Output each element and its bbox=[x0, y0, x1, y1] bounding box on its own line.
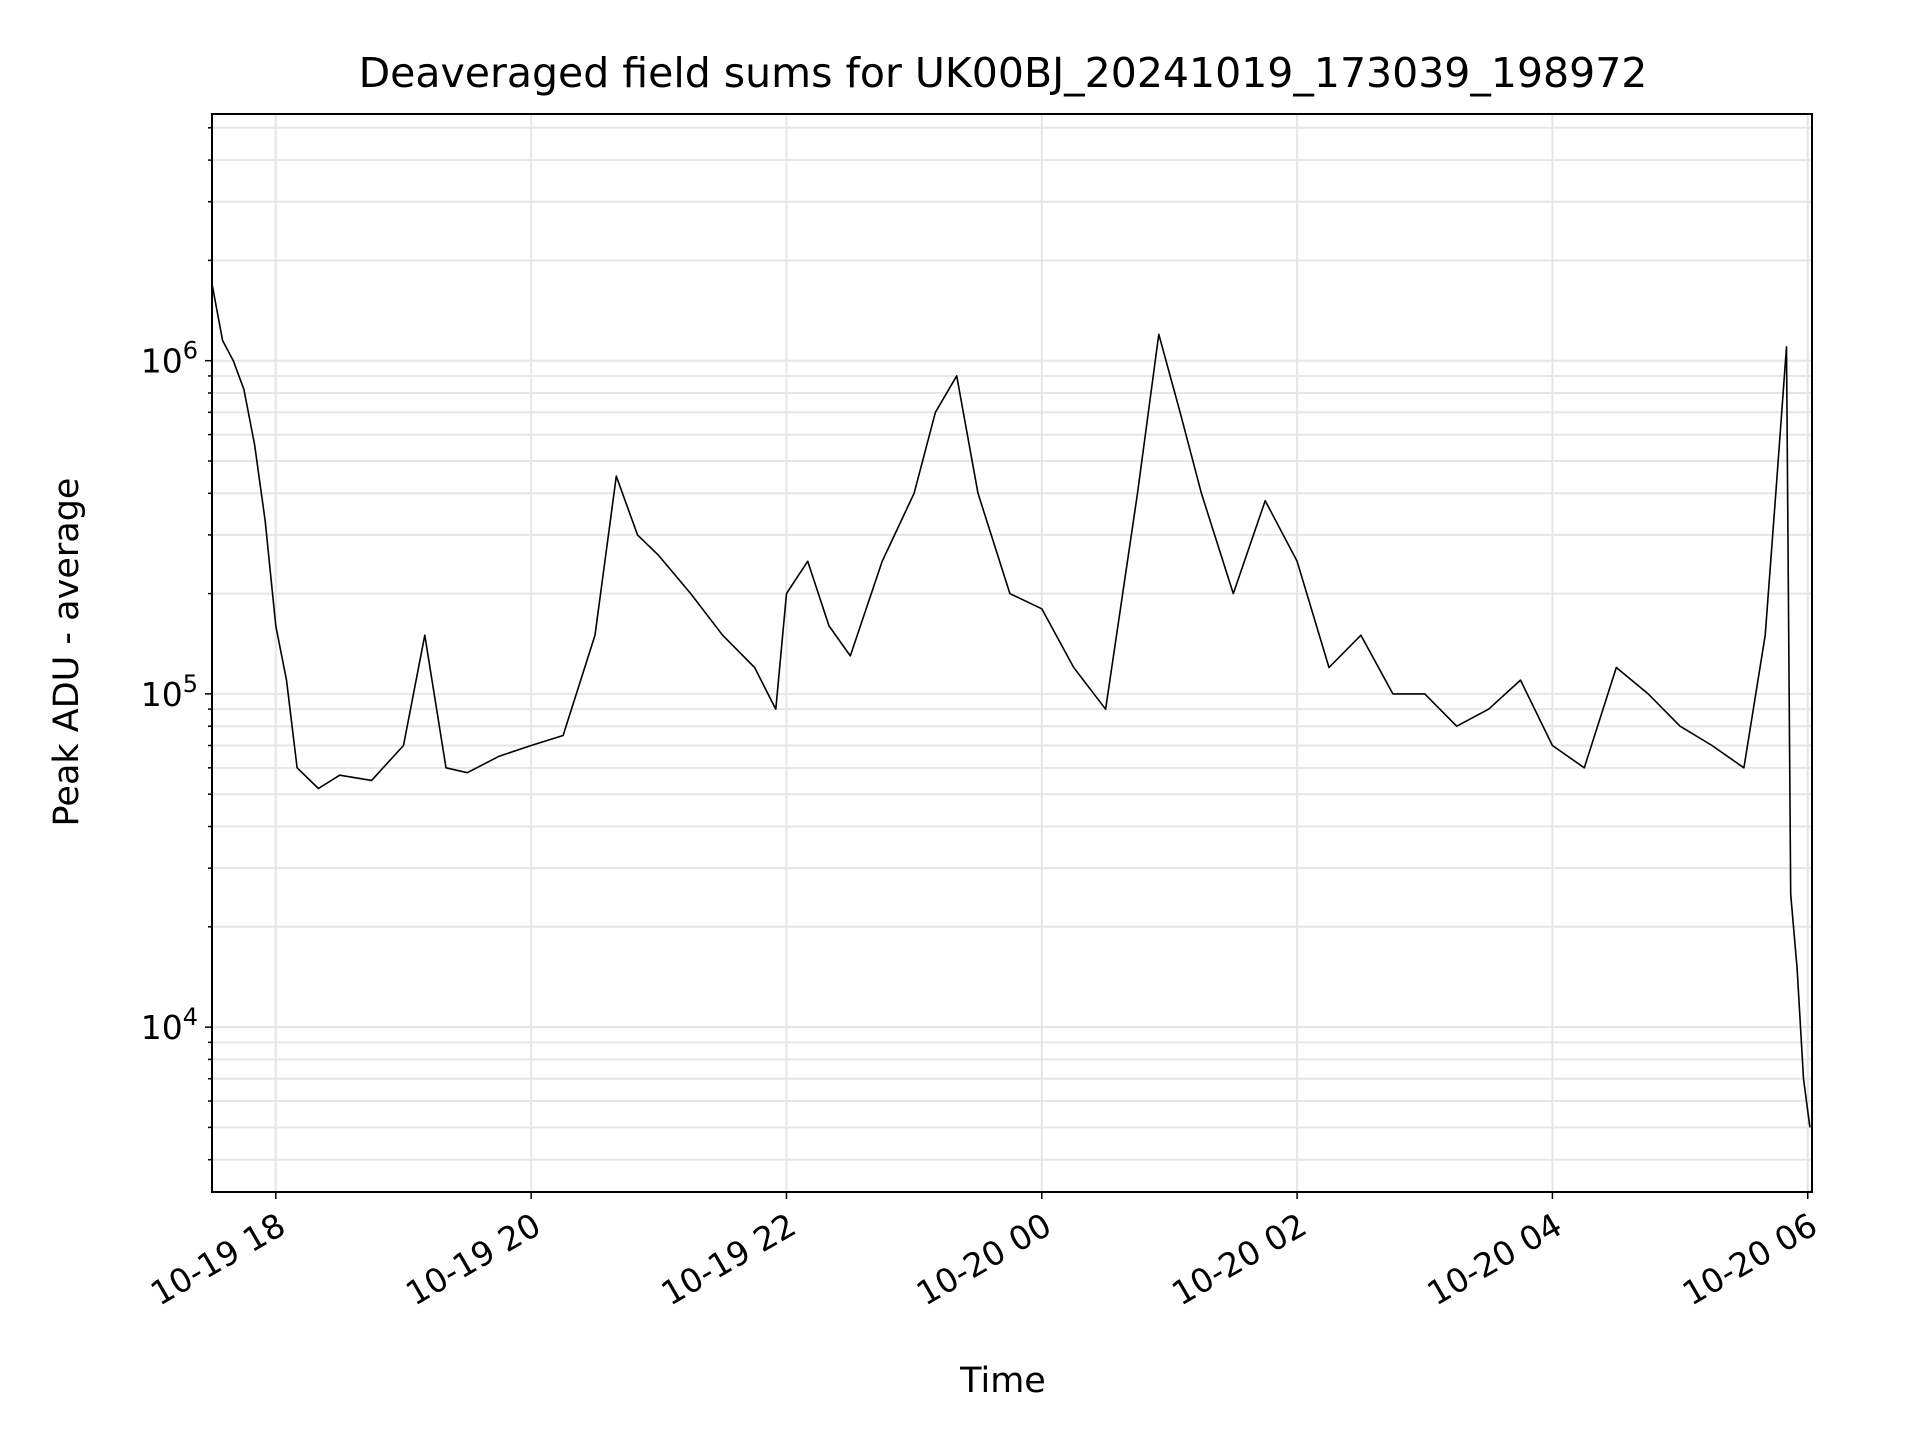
grid-layer bbox=[212, 114, 1812, 1192]
y-tick-exponent: 6 bbox=[183, 337, 198, 365]
y-tick-base: 10 bbox=[141, 342, 183, 381]
y-tick-label: 105 bbox=[141, 670, 198, 714]
series-line bbox=[211, 283, 1811, 1128]
y-axis-label: Peak ADU - average bbox=[47, 478, 87, 827]
y-tick-exponent: 5 bbox=[183, 670, 198, 698]
y-tick-base: 10 bbox=[141, 1008, 183, 1047]
x-axis-label: Time bbox=[959, 1361, 1046, 1401]
y-tick-label: 106 bbox=[141, 337, 198, 381]
series-layer bbox=[211, 283, 1811, 1128]
y-tick-exponent: 4 bbox=[183, 1003, 198, 1031]
plot-frame bbox=[211, 113, 1813, 1193]
y-tick-label: 104 bbox=[141, 1003, 198, 1047]
chart-title: Deaveraged field sums for UK00BJ_2024101… bbox=[359, 49, 1648, 97]
y-tick-base: 10 bbox=[141, 675, 183, 714]
